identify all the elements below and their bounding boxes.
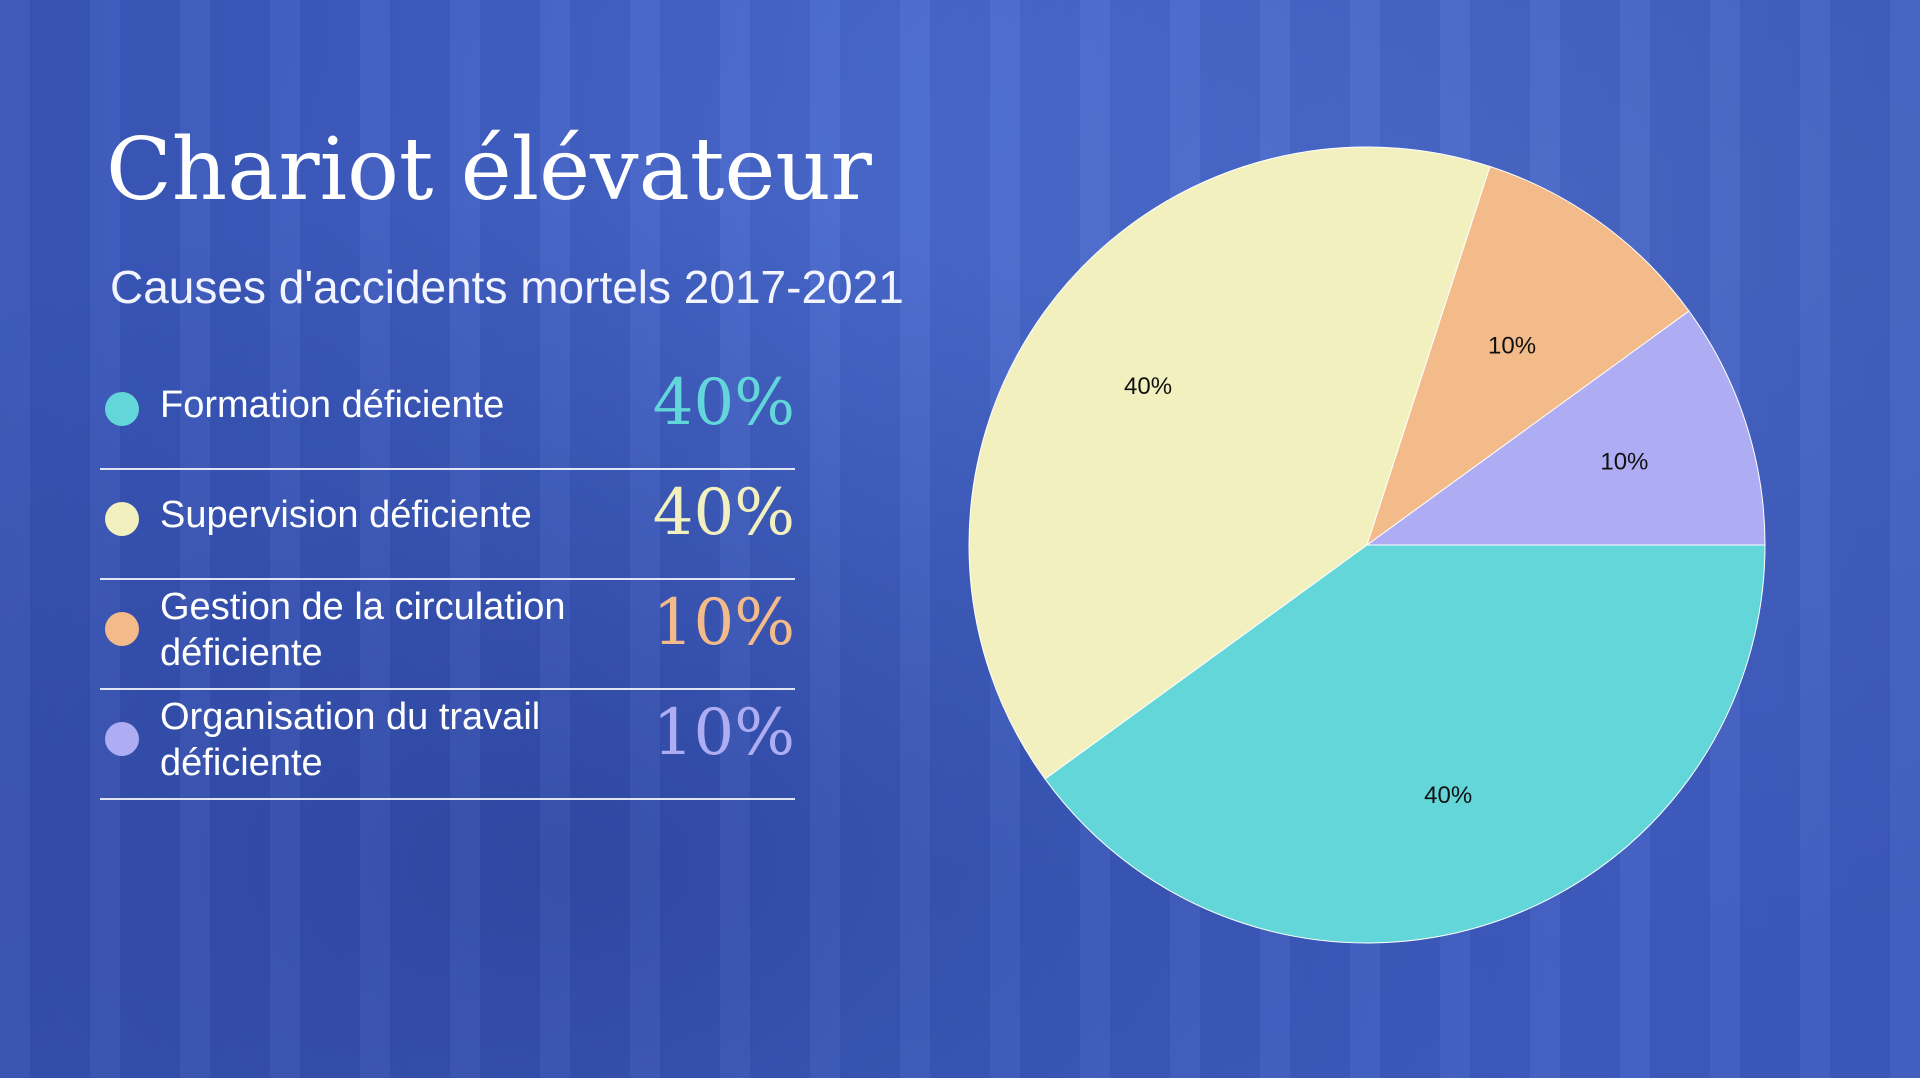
slice-supervision (968, 146, 1491, 780)
legend-swatch (105, 612, 139, 646)
legend-label: Supervision déficiente (160, 494, 532, 536)
legend-item-supervision: Supervision déficiente 40% (100, 470, 795, 580)
legend-value: 40% (652, 476, 795, 550)
slice-data-label: 40% (1424, 782, 1472, 809)
legend-label: Gestion de la circulation déficiente (160, 586, 566, 674)
slice-organisation (1365, 310, 1766, 546)
legend-value: 10% (652, 696, 795, 770)
slice-formation (1044, 544, 1766, 944)
page-title: Chariot élévateur (106, 120, 872, 220)
slice-data-label: 40% (1124, 373, 1172, 400)
legend-item-formation: Formation déficiente 40% (100, 360, 795, 470)
slice-data-label: 10% (1600, 448, 1648, 475)
legend-swatch (105, 502, 139, 536)
legend-value: 10% (652, 586, 795, 660)
legend-swatch (105, 392, 139, 426)
legend-value: 40% (652, 366, 795, 440)
slice-data-label: 10% (1488, 332, 1536, 359)
legend: Formation déficiente 40% Supervision déf… (100, 360, 795, 800)
slice-circulation (1366, 165, 1690, 547)
legend-label: Organisation du travail déficiente (160, 696, 541, 784)
legend-label: Formation déficiente (160, 384, 505, 426)
legend-item-organisation: Organisation du travail déficiente 10% (100, 690, 795, 800)
page-subtitle: Causes d'accidents mortels 2017-2021 (110, 261, 904, 313)
legend-item-circulation: Gestion de la circulation déficiente 10% (100, 580, 795, 690)
legend-swatch (105, 722, 139, 756)
